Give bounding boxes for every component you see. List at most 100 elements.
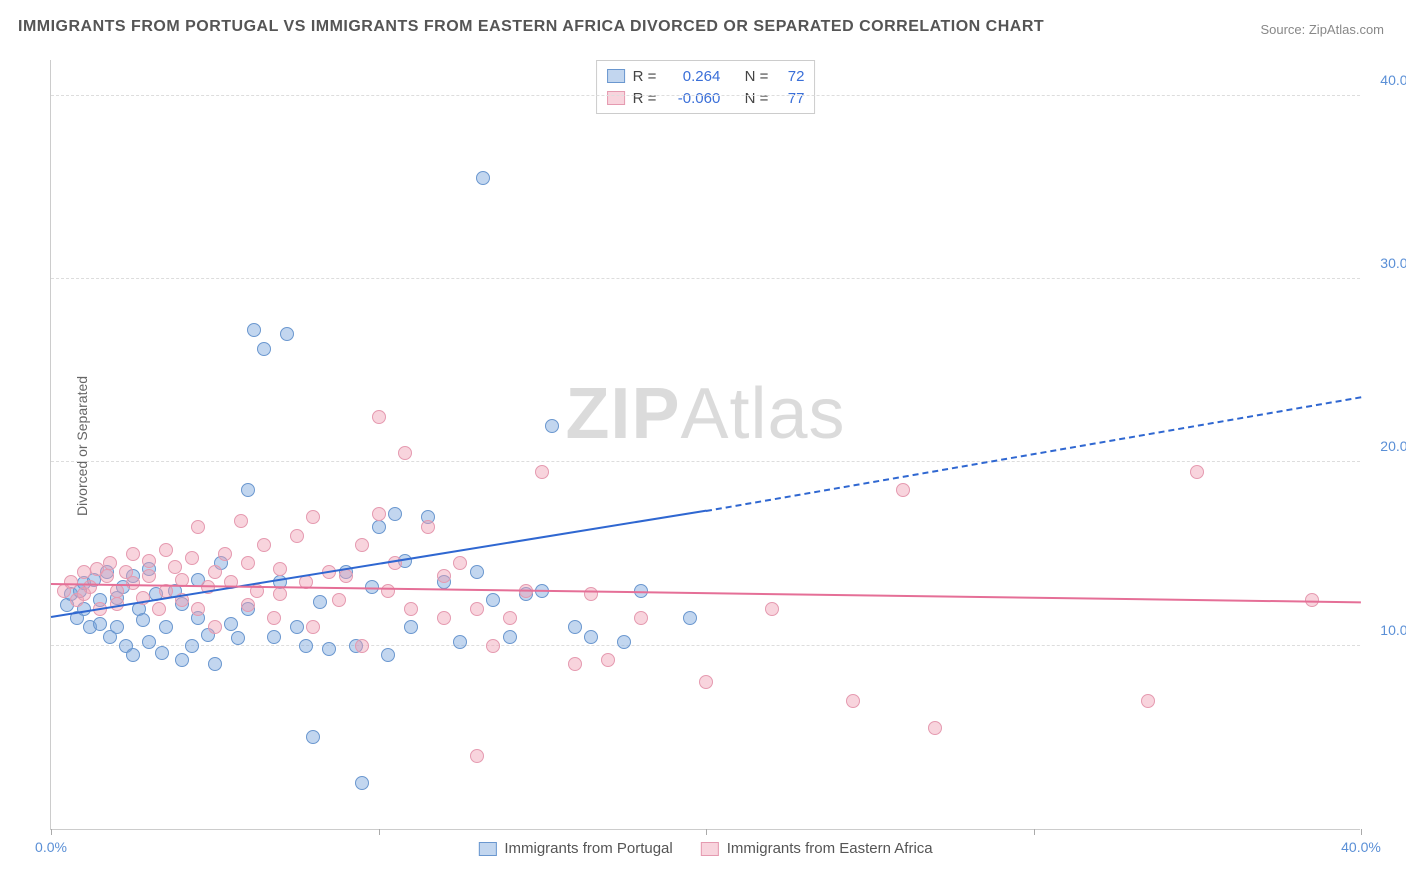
- data-point: [568, 620, 582, 634]
- data-point: [313, 595, 327, 609]
- data-point: [142, 569, 156, 583]
- data-point: [257, 538, 271, 552]
- n-value: 77: [776, 90, 804, 107]
- x-tick: [1034, 829, 1035, 835]
- watermark: ZIPAtlas: [565, 373, 845, 455]
- data-point: [83, 580, 97, 594]
- data-point: [218, 547, 232, 561]
- data-point: [306, 730, 320, 744]
- y-tick-label: 30.0%: [1365, 255, 1406, 271]
- data-point: [421, 520, 435, 534]
- legend-swatch: [607, 69, 625, 83]
- data-point: [241, 483, 255, 497]
- data-point: [299, 639, 313, 653]
- r-label: R =: [633, 68, 657, 85]
- data-point: [247, 323, 261, 337]
- data-point: [476, 171, 490, 185]
- data-point: [896, 483, 910, 497]
- data-point: [159, 620, 173, 634]
- data-point: [437, 611, 451, 625]
- data-point: [601, 653, 615, 667]
- data-point: [381, 584, 395, 598]
- data-point: [103, 556, 117, 570]
- data-point: [372, 507, 386, 521]
- y-tick-label: 10.0%: [1365, 622, 1406, 638]
- data-point: [126, 648, 140, 662]
- data-point: [699, 675, 713, 689]
- data-point: [93, 617, 107, 631]
- data-point: [381, 648, 395, 662]
- x-tick: [379, 829, 380, 835]
- data-point: [234, 514, 248, 528]
- data-point: [568, 657, 582, 671]
- data-point: [185, 551, 199, 565]
- series-legend: Immigrants from Portugal Immigrants from …: [478, 840, 932, 857]
- trend-line: [706, 396, 1361, 512]
- data-point: [503, 611, 517, 625]
- data-point: [290, 529, 304, 543]
- data-point: [846, 694, 860, 708]
- data-point: [175, 653, 189, 667]
- data-point: [136, 613, 150, 627]
- r-value: -0.060: [664, 90, 720, 107]
- data-point: [306, 510, 320, 524]
- data-point: [584, 630, 598, 644]
- data-point: [257, 342, 271, 356]
- legend-swatch: [701, 842, 719, 856]
- data-point: [241, 556, 255, 570]
- y-tick-label: 20.0%: [1365, 438, 1406, 454]
- data-point: [208, 657, 222, 671]
- x-tick-label: 0.0%: [35, 839, 67, 855]
- data-point: [1141, 694, 1155, 708]
- data-point: [486, 593, 500, 607]
- legend-swatch: [607, 91, 625, 105]
- legend-label: Immigrants from Portugal: [504, 840, 672, 857]
- x-tick-label: 40.0%: [1341, 839, 1381, 855]
- data-point: [617, 635, 631, 649]
- data-point: [100, 569, 114, 583]
- data-point: [306, 620, 320, 634]
- source-attribution: Source: ZipAtlas.com: [1260, 22, 1384, 37]
- x-tick: [51, 829, 52, 835]
- gridline: [51, 95, 1360, 96]
- data-point: [273, 562, 287, 576]
- data-point: [634, 611, 648, 625]
- data-point: [126, 547, 140, 561]
- data-point: [437, 569, 451, 583]
- data-point: [683, 611, 697, 625]
- data-point: [142, 554, 156, 568]
- data-point: [231, 631, 245, 645]
- n-label: N =: [745, 68, 769, 85]
- data-point: [453, 635, 467, 649]
- gridline: [51, 461, 1360, 462]
- n-label: N =: [745, 90, 769, 107]
- data-point: [110, 620, 124, 634]
- data-point: [280, 327, 294, 341]
- data-point: [470, 749, 484, 763]
- data-point: [224, 617, 238, 631]
- data-point: [355, 776, 369, 790]
- data-point: [159, 543, 173, 557]
- watermark-bold: ZIP: [565, 374, 680, 454]
- data-point: [152, 602, 166, 616]
- data-point: [453, 556, 467, 570]
- data-point: [267, 611, 281, 625]
- data-point: [765, 602, 779, 616]
- data-point: [208, 620, 222, 634]
- data-point: [267, 630, 281, 644]
- data-point: [372, 520, 386, 534]
- legend-row: R =0.264 N = 72: [607, 65, 805, 87]
- legend-swatch: [478, 842, 496, 856]
- data-point: [584, 587, 598, 601]
- data-point: [77, 565, 91, 579]
- x-tick: [1361, 829, 1362, 835]
- data-point: [339, 569, 353, 583]
- gridline: [51, 645, 1360, 646]
- data-point: [142, 635, 156, 649]
- r-value: 0.264: [664, 68, 720, 85]
- data-point: [535, 465, 549, 479]
- legend-label: Immigrants from Eastern Africa: [727, 840, 933, 857]
- data-point: [155, 646, 169, 660]
- data-point: [486, 639, 500, 653]
- data-point: [355, 538, 369, 552]
